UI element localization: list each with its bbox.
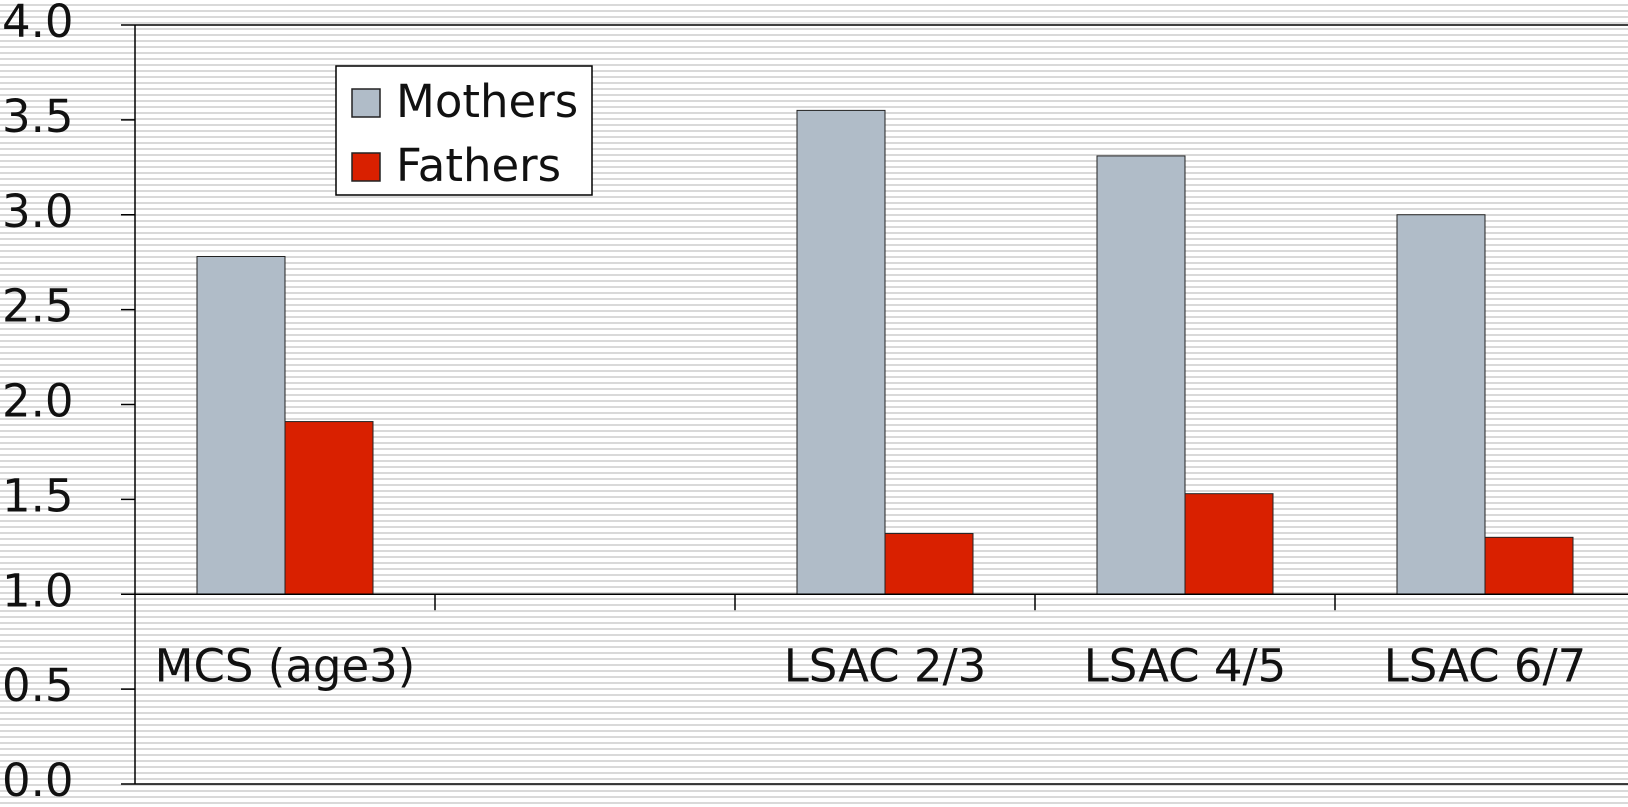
legend-swatch (351, 152, 381, 182)
legend-swatch (351, 88, 381, 118)
x-tick-label: LSAC 6/7 (1384, 639, 1587, 692)
x-tick-label: LSAC 2/3 (784, 639, 987, 692)
y-tick-label: 1.0 (2, 564, 74, 617)
y-tick-label: 1.5 (2, 469, 74, 522)
y-tick-label: 2.5 (2, 280, 74, 333)
bar (284, 421, 374, 595)
y-tick-label: 4.0 (2, 0, 74, 48)
y-tick-label: 3.5 (2, 90, 74, 143)
bar (1484, 536, 1574, 595)
y-tick-label: 0.5 (2, 659, 74, 712)
y-tick-label: 0.0 (2, 754, 74, 807)
bar (796, 109, 886, 595)
x-tick-label: LSAC 4/5 (1084, 639, 1287, 692)
bar (1396, 214, 1486, 595)
y-tick-label: 2.0 (2, 375, 74, 428)
bar (884, 533, 974, 595)
y-tick-label: 3.0 (2, 185, 74, 238)
x-tick-label: MCS (age3) (155, 639, 416, 692)
legend-label: Fathers (396, 139, 561, 192)
bar (196, 255, 286, 595)
bar (1184, 493, 1274, 595)
bar (1096, 155, 1186, 595)
legend-label: Mothers (396, 75, 578, 128)
